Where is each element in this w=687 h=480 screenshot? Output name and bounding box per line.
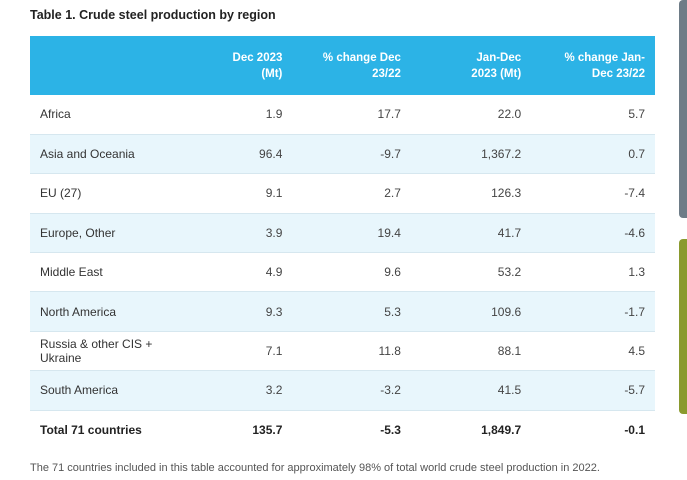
crude-steel-table: Dec 2023 (Mt) % change Dec 23/22 Jan-Dec… (30, 36, 655, 450)
value-cell: 126.3 (491, 186, 522, 201)
region-cell: EU (27) (40, 186, 82, 201)
header-line: 2023 (Mt) (471, 67, 522, 80)
table-row: Asia and Oceania 96.4 -9.7 1,367.2 0.7 (30, 134, 655, 174)
value-cell: 3.9 (265, 225, 283, 240)
value-cell: 3.2 (265, 383, 283, 398)
table-header-row: Dec 2023 (Mt) % change Dec 23/22 Jan-Dec… (30, 36, 655, 95)
value-cell: -1.7 (624, 304, 645, 319)
value-cell: 0.7 (628, 147, 645, 162)
value-cell: 53.2 (497, 265, 522, 280)
header-line: 23/22 (372, 67, 401, 80)
table-row: North America 9.3 5.3 109.6 -1.7 (30, 291, 655, 332)
value-cell: 109.6 (491, 304, 522, 319)
value-cell: 19.4 (377, 225, 401, 240)
table-title: Table 1. Crude steel production by regio… (30, 8, 276, 22)
region-cell: Africa (40, 107, 71, 122)
table-row: Middle East 4.9 9.6 53.2 1.3 (30, 253, 655, 292)
value-cell: 1.3 (628, 265, 645, 280)
table-row: Russia & other CIS + Ukraine 7.1 11.8 88… (30, 331, 655, 371)
region-cell: Russia & other CIS + Ukraine (40, 337, 153, 366)
value-cell: 9.1 (265, 186, 283, 201)
header-line: (Mt) (261, 67, 283, 80)
scrollbar-thumb-bottom[interactable] (679, 239, 687, 414)
value-cell: 9.6 (384, 265, 401, 280)
value-cell: 17.7 (377, 107, 401, 122)
region-cell: North America (40, 304, 117, 319)
value-cell: 5.3 (384, 304, 401, 319)
value-cell: -3.2 (380, 383, 401, 398)
value-cell: 7.1 (265, 344, 283, 359)
table-row: Europe, Other 3.9 19.4 41.7 -4.6 (30, 213, 655, 253)
region-cell: Europe, Other (40, 225, 116, 240)
scrollbar-thumb-top[interactable] (679, 0, 687, 218)
total-value: 1,849.7 (481, 423, 522, 438)
header-dec-2023: Dec 2023 (Mt) (201, 36, 292, 95)
value-cell: -9.7 (380, 147, 401, 162)
total-value: -5.3 (380, 423, 401, 438)
value-cell: 2.7 (384, 186, 401, 201)
header-line: % change Jan- (564, 51, 645, 64)
value-cell: 4.9 (265, 265, 283, 280)
header-pct-change-dec: % change Dec 23/22 (292, 36, 411, 95)
header-line: Dec 23/22 (591, 67, 645, 80)
header-line: Dec 2023 (232, 51, 283, 64)
region-cell: South America (40, 383, 119, 398)
table-row: South America 3.2 -3.2 41.5 -5.7 (30, 370, 655, 411)
value-cell: 11.8 (378, 344, 401, 359)
value-cell: 9.3 (265, 304, 283, 319)
header-jan-dec-2023: Jan-Dec 2023 (Mt) (411, 36, 531, 95)
value-cell: 41.5 (497, 383, 522, 398)
value-cell: 96.4 (259, 147, 283, 162)
table-footnote: The 71 countries included in this table … (30, 462, 600, 474)
header-line: Jan-Dec (476, 51, 522, 64)
header-region (30, 36, 201, 95)
value-cell: 1,367.2 (481, 147, 522, 162)
table-row: EU (27) 9.1 2.7 126.3 -7.4 (30, 174, 655, 214)
value-cell: -5.7 (624, 383, 645, 398)
header-line: % change Dec (322, 51, 401, 64)
value-cell: 22.0 (497, 107, 522, 122)
region-cell: Middle East (40, 265, 103, 280)
value-cell: 41.7 (497, 225, 522, 240)
total-value: 135.7 (252, 423, 283, 438)
region-cell: Asia and Oceania (40, 147, 135, 162)
total-label: Total 71 countries (40, 423, 142, 438)
total-value: -0.1 (624, 423, 645, 438)
value-cell: 88.1 (497, 344, 522, 359)
value-cell: 4.5 (628, 344, 645, 359)
value-cell: -7.4 (624, 186, 645, 201)
value-cell: 5.7 (628, 107, 645, 122)
value-cell: -4.6 (624, 225, 645, 240)
value-cell: 1.9 (265, 107, 283, 122)
table-row: Africa 1.9 17.7 22.0 5.7 (30, 95, 655, 135)
header-pct-change-jan-dec: % change Jan- Dec 23/22 (531, 36, 655, 95)
total-row: Total 71 countries 135.7 -5.3 1,849.7 -0… (30, 410, 655, 449)
